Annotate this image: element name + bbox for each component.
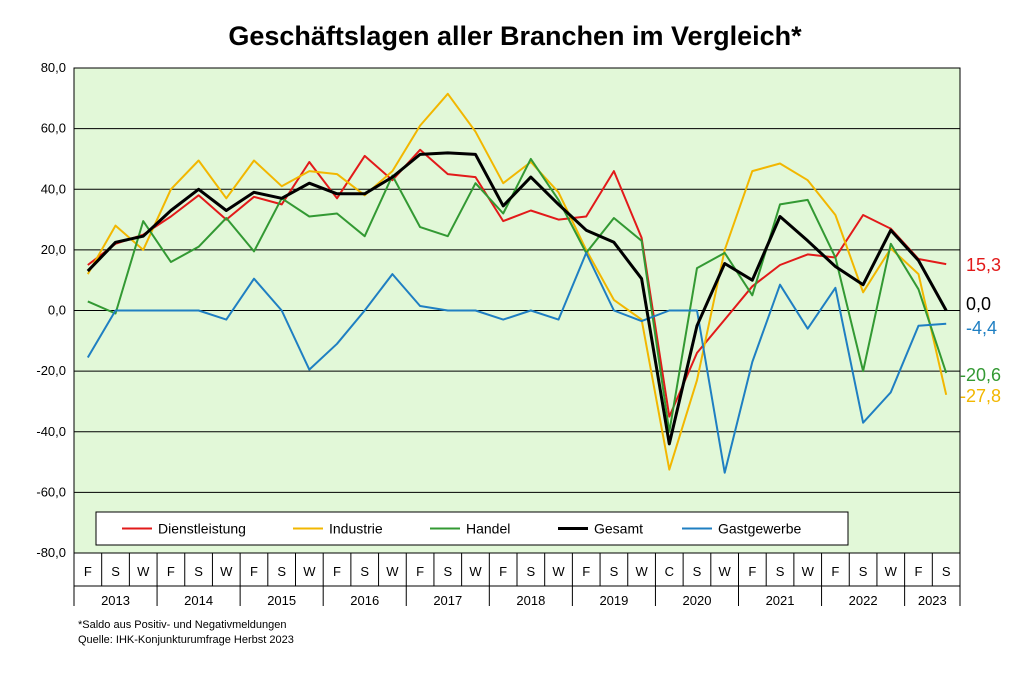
legend-label-gastgewerbe: Gastgewerbe xyxy=(718,521,801,537)
x-tick-label: F xyxy=(831,564,839,579)
series-line-dienstleistung xyxy=(87,148,947,418)
year-label: 2023 xyxy=(918,593,947,608)
legend-label-industrie: Industrie xyxy=(329,521,383,537)
source-note: Quelle: IHK-Konjunkturumfrage Herbst 202… xyxy=(78,634,294,646)
x-tick-label: W xyxy=(220,564,233,579)
x-tick-label: S xyxy=(527,564,536,579)
x-tick-label: S xyxy=(942,564,951,579)
series-line-gesamt xyxy=(86,151,948,446)
x-tick-label: S xyxy=(111,564,120,579)
year-label: 2020 xyxy=(683,593,712,608)
end-label-gastgewerbe: -4,4 xyxy=(966,318,997,338)
y-tick-label: -40,0 xyxy=(36,424,66,439)
x-tick-label: W xyxy=(719,564,732,579)
x-tick-label: F xyxy=(333,564,341,579)
x-tick-label: S xyxy=(277,564,286,579)
end-label-industrie: -27,8 xyxy=(960,386,1001,406)
y-tick-label: -60,0 xyxy=(36,484,66,499)
legend-label-gesamt: Gesamt xyxy=(594,521,643,537)
x-tick-label: S xyxy=(360,564,369,579)
year-label: 2019 xyxy=(599,593,628,608)
x-tick-label: S xyxy=(859,564,868,579)
x-tick-label: W xyxy=(137,564,150,579)
year-label: 2021 xyxy=(766,593,795,608)
x-tick-label: F xyxy=(84,564,92,579)
x-tick-label: F xyxy=(748,564,756,579)
x-tick-label: F xyxy=(167,564,175,579)
x-tick-label: W xyxy=(802,564,815,579)
year-label: 2018 xyxy=(516,593,545,608)
plot-area: 80,0 60,0 40,0 20,0 0,0 -20,0 -40,0 -60,0 -80,0 F… xyxy=(36,60,1001,608)
x-tick-label: W xyxy=(303,564,316,579)
x-tick-label: S xyxy=(610,564,619,579)
series-line-gastgewerbe xyxy=(86,251,947,474)
x-tick-label: W xyxy=(885,564,898,579)
x-tick-label: F xyxy=(582,564,590,579)
x-tick-label: S xyxy=(194,564,203,579)
legend-label-dienstleistung: Dienstleistung xyxy=(158,521,246,537)
x-tick-label: F xyxy=(416,564,424,579)
y-tick-label: 60,0 xyxy=(41,121,66,136)
year-label: 2022 xyxy=(849,593,878,608)
footnote: *Saldo aus Positiv- und Negativmeldungen xyxy=(78,619,287,631)
end-label-gesamt: 0,0 xyxy=(966,294,991,314)
series-line-handel xyxy=(87,157,948,433)
x-tick-label: C xyxy=(665,564,674,579)
x-tick-label: W xyxy=(469,564,482,579)
x-tick-label: W xyxy=(635,564,648,579)
y-tick-label: 0,0 xyxy=(48,303,66,318)
year-label: 2013 xyxy=(101,593,130,608)
y-tick-label: 20,0 xyxy=(41,242,66,257)
x-tick-label: W xyxy=(386,564,399,579)
legend-box xyxy=(95,511,849,546)
x-tick-label: W xyxy=(552,564,565,579)
chart-title: Geschäftslagen aller Branchen im Verglei… xyxy=(228,21,802,51)
legend-label-handel: Handel xyxy=(466,521,510,537)
x-tick-label: S xyxy=(693,564,702,579)
end-label-dienstleistung: 15,3 xyxy=(966,255,1001,275)
year-label: 2016 xyxy=(350,593,379,608)
x-tick-label: F xyxy=(914,564,922,579)
year-label: 2017 xyxy=(433,593,462,608)
year-label: 2015 xyxy=(267,593,296,608)
series-line-industrie xyxy=(86,92,948,471)
x-tick-label: F xyxy=(499,564,507,579)
x-tick-label: F xyxy=(250,564,258,579)
y-tick-label: 40,0 xyxy=(41,181,66,196)
x-tick-label: S xyxy=(443,564,452,579)
y-tick-label: -80,0 xyxy=(36,545,66,560)
y-tick-label: -20,0 xyxy=(36,363,66,378)
x-tick-label: S xyxy=(776,564,785,579)
year-label: 2014 xyxy=(184,593,213,608)
end-label-handel: -20,6 xyxy=(960,365,1001,385)
y-tick-label: 80,0 xyxy=(41,60,66,75)
